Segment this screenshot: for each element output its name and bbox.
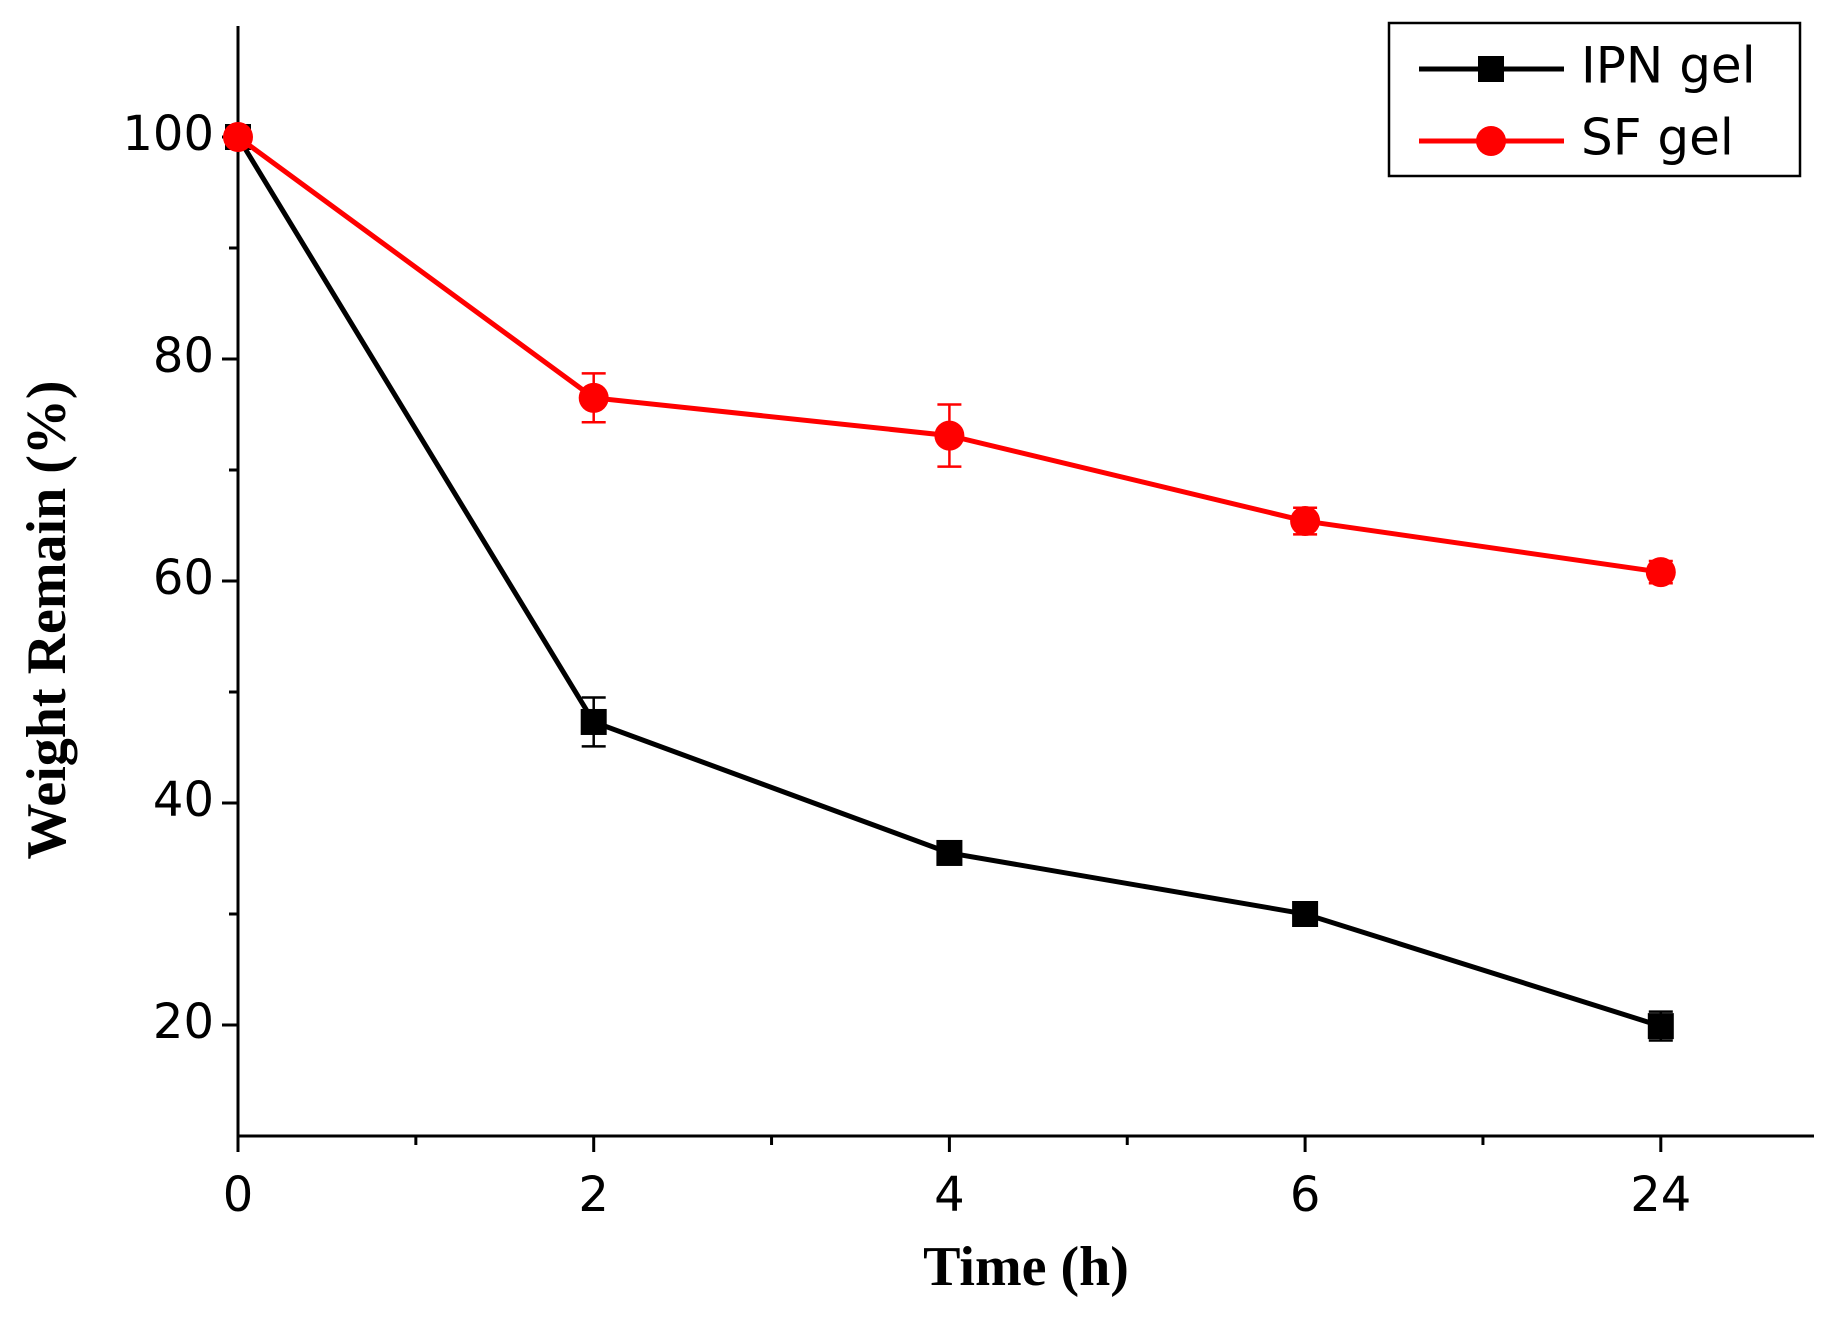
data-point xyxy=(1647,1013,1674,1040)
y-tick-label: 100 xyxy=(122,106,214,162)
data-point xyxy=(936,839,963,866)
data-point xyxy=(934,420,965,451)
x-tick-label: 0 xyxy=(223,1167,254,1223)
data-point xyxy=(1645,557,1676,588)
x-axis-label: Time (h) xyxy=(923,1236,1129,1298)
x-tick-label: 2 xyxy=(578,1167,609,1223)
x-tick-label: 6 xyxy=(1290,1167,1321,1223)
y-tick-label: 40 xyxy=(153,772,214,828)
y-tick-label: 60 xyxy=(153,550,214,606)
legend-marker xyxy=(1476,126,1506,156)
data-point xyxy=(1292,901,1319,927)
legend-box xyxy=(1387,21,1802,178)
data-point xyxy=(1290,506,1321,537)
y-axis-label: Weight Remain (%) xyxy=(16,380,78,859)
data-point xyxy=(223,122,253,152)
y-tick-label: 80 xyxy=(153,328,214,384)
y-tick-label: 20 xyxy=(153,994,214,1050)
legend-label: IPN gel xyxy=(1581,37,1756,95)
data-point xyxy=(580,708,607,735)
x-tick-label: 4 xyxy=(934,1167,965,1223)
legend-marker xyxy=(1478,56,1504,82)
x-tick-label: 24 xyxy=(1630,1167,1691,1223)
legend-label: SF gel xyxy=(1581,109,1734,167)
data-point xyxy=(578,382,609,413)
